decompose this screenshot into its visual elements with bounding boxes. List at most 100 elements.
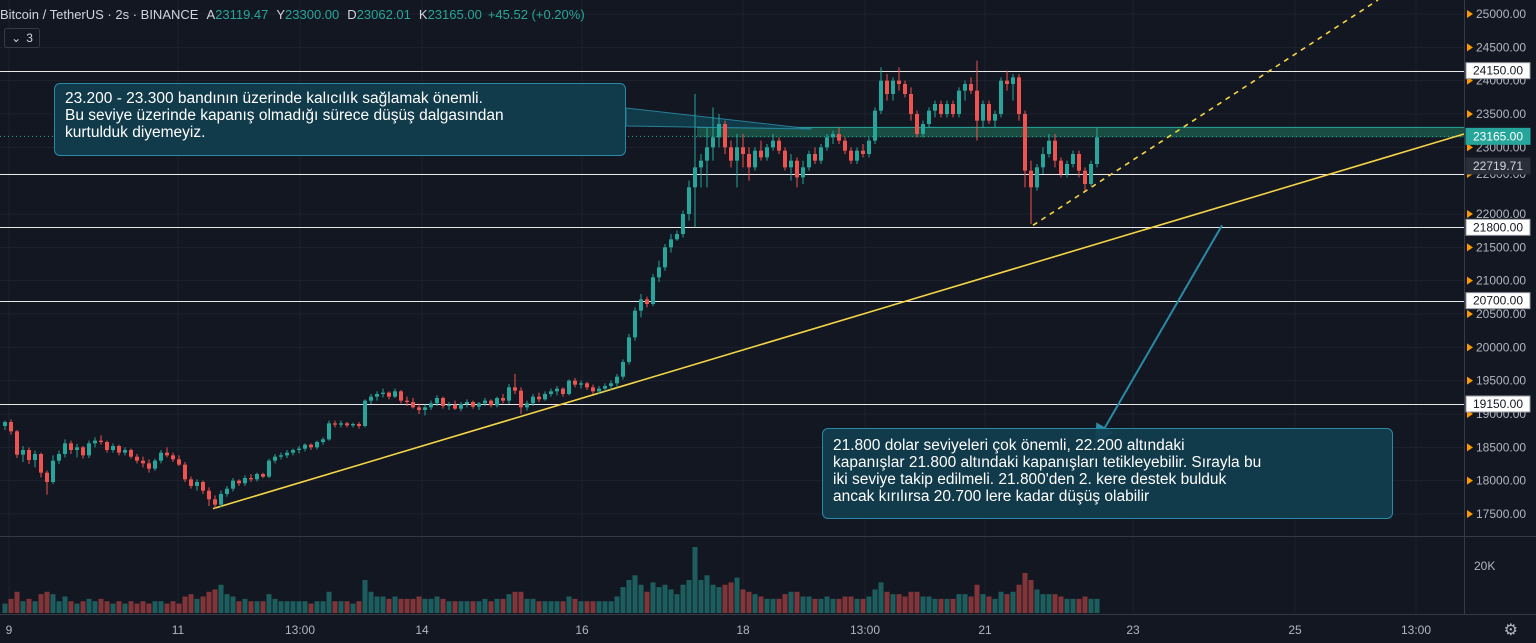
candle-body [639, 299, 643, 311]
volume-bar [8, 598, 14, 613]
candle-body [549, 391, 553, 394]
volume-bar [38, 594, 44, 613]
candle-body [291, 450, 295, 453]
volume-bar [1040, 594, 1046, 613]
volume-bar [224, 594, 230, 613]
candle-body [663, 247, 667, 268]
candle-body [879, 80, 883, 111]
candle-body [813, 154, 817, 161]
volume-bar [890, 594, 896, 613]
volume-bar [386, 598, 392, 613]
candle-body [651, 277, 655, 304]
candle-body [57, 454, 61, 461]
volume-bar [464, 601, 470, 613]
time-tick-label: 21 [978, 623, 992, 637]
price-tick-label: 25000.00 [1476, 7, 1526, 21]
volume-bar [128, 601, 134, 613]
candle-body [687, 187, 691, 214]
note-bottom[interactable]: 21.800 dolar seviyeleri çok önemli, 22.2… [822, 428, 1393, 519]
indicators-toggle-button[interactable]: ⌄ 3 [4, 28, 40, 48]
volume-bar [158, 601, 164, 613]
time-tick-label: 13:00 [1401, 623, 1431, 637]
price-tick-label: 20500.00 [1476, 307, 1526, 321]
candle-body [825, 137, 829, 148]
volume-bar [770, 598, 776, 613]
candle-body [357, 424, 361, 426]
candle-body [201, 482, 205, 491]
candle-body [339, 423, 343, 425]
volume-bar [1004, 594, 1010, 613]
volume-bar [824, 596, 830, 613]
candle-body [591, 387, 595, 392]
volume-bar [1022, 572, 1028, 613]
candle-body [285, 452, 289, 456]
volume-bar [92, 601, 98, 613]
volume-bar [32, 601, 38, 613]
volume-bar [566, 596, 572, 613]
candle-body [303, 444, 307, 449]
price-label-text: 24150.00 [1473, 64, 1523, 78]
resistance-zone [697, 126, 1464, 138]
volume-bar [1028, 580, 1034, 613]
volume-bar [506, 594, 512, 613]
symbol-title[interactable]: Bitcoin / TetherUS · 2s · BINANCE [0, 6, 199, 22]
close-label: K [418, 6, 428, 22]
volume-bar [380, 596, 386, 613]
volume-bar [494, 598, 500, 613]
candle-body [735, 147, 739, 161]
candle-body [771, 140, 775, 148]
volume-bar [698, 580, 704, 613]
candle-body [567, 380, 571, 394]
volume-bar [830, 598, 836, 613]
candle-body [525, 403, 529, 408]
candle-body [597, 388, 601, 392]
candle-body [849, 150, 853, 161]
close-value: 23165.00 [427, 6, 482, 22]
candle-body [921, 124, 925, 134]
candle-body [903, 84, 907, 94]
volume-bar [458, 601, 464, 613]
volume-bar [776, 598, 782, 613]
price-tick-label: 20000.00 [1476, 340, 1526, 354]
candle-body [471, 402, 475, 407]
candle-body [765, 147, 769, 158]
candle-body [261, 474, 265, 477]
trendlines [212, 0, 1465, 510]
volume-bar [500, 598, 506, 613]
alert-marker [1467, 276, 1473, 285]
candle-body [177, 459, 181, 465]
candle-body [1011, 77, 1015, 84]
candle-body [1077, 154, 1081, 171]
volume-bar [1070, 598, 1076, 613]
alert-marker [1467, 476, 1473, 485]
price-label-text: 20700.00 [1473, 294, 1523, 308]
volume-bar [1016, 584, 1022, 613]
candle-body [393, 391, 397, 397]
alert-marker [1467, 243, 1473, 252]
volume-bar [242, 598, 248, 613]
candle-body [27, 450, 31, 460]
volume-bar [614, 596, 620, 613]
volume-bar [620, 587, 626, 613]
volume-bar [296, 601, 302, 613]
time-tick-label: 11 [172, 623, 185, 637]
candle-body [885, 80, 889, 94]
note-top[interactable]: 23.200 - 23.300 bandının üzerinde kalıcı… [54, 83, 626, 156]
time-tick-label: 25 [1288, 623, 1302, 637]
volume-bar [290, 601, 296, 613]
time-axis-bg [0, 614, 1536, 643]
volume-bar [1052, 594, 1058, 613]
volume-bar [254, 601, 260, 613]
candle-body [723, 124, 727, 148]
candle-body [477, 403, 481, 407]
candle-body [93, 440, 97, 444]
volume-bar [428, 598, 434, 613]
candle-body [969, 84, 973, 91]
candle-body [225, 488, 229, 494]
candle-body [933, 104, 937, 111]
time-tick-label: 16 [575, 623, 589, 637]
volume-bar [548, 601, 554, 613]
gear-icon[interactable]: ⚙ [1503, 622, 1518, 639]
candle-body [759, 150, 763, 158]
candle-body [429, 403, 433, 408]
